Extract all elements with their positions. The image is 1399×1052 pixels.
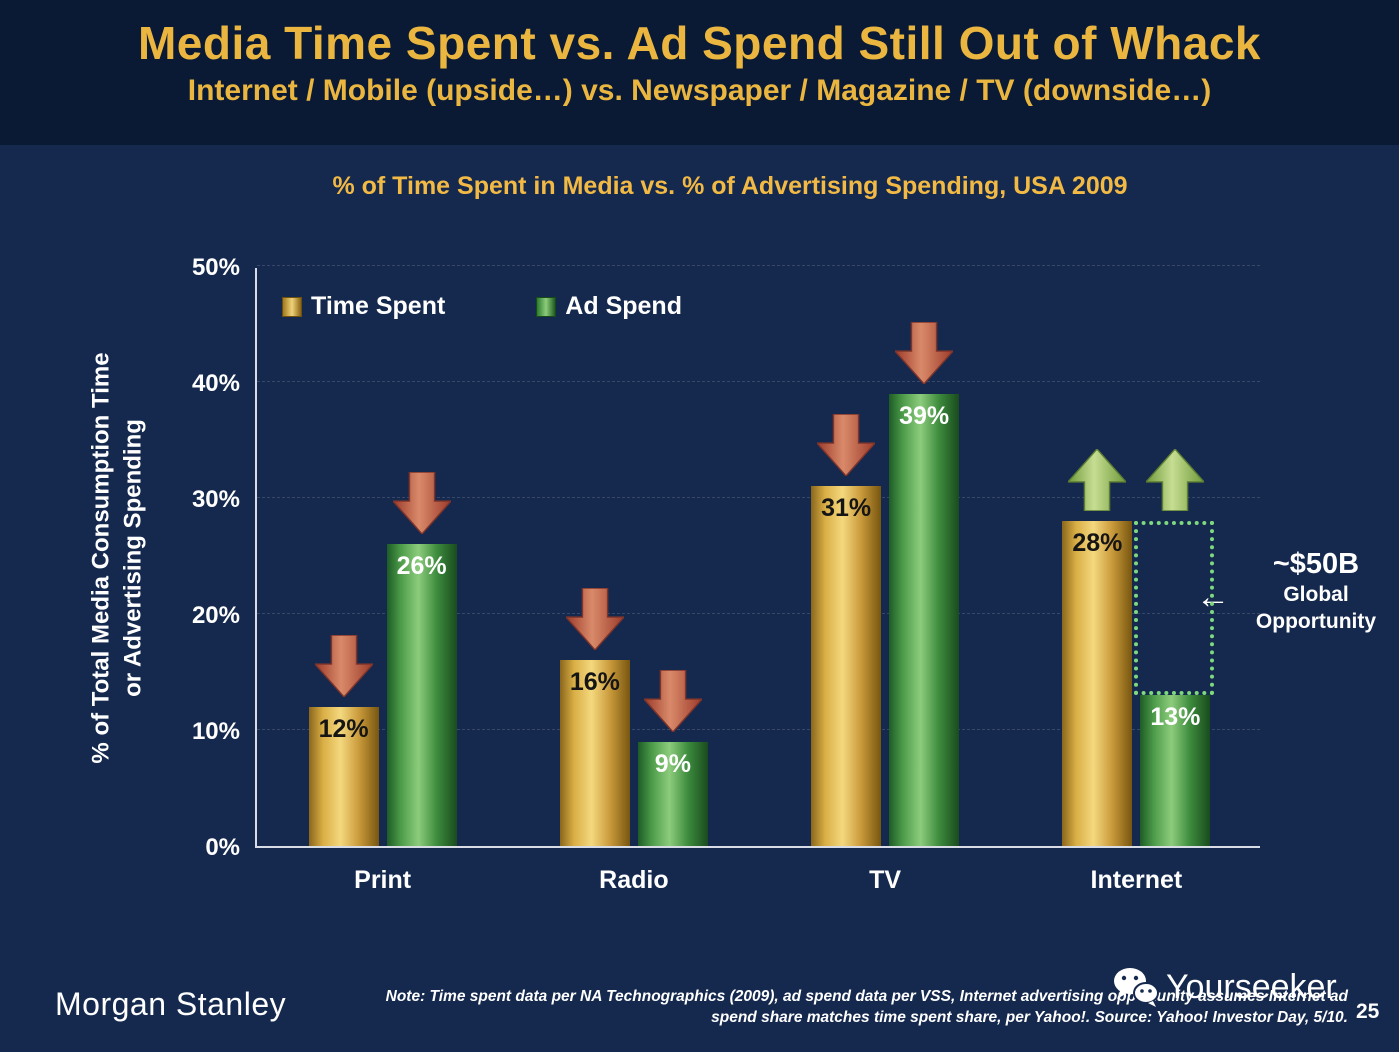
bar-column: 12%: [308, 268, 379, 846]
gridline: [257, 265, 1260, 266]
down-arrow-icon: [313, 634, 375, 698]
legend-item-time-spent: Time Spent: [282, 292, 446, 321]
up-arrow-icon: [1066, 448, 1128, 512]
legend-label-time-spent: Time Spent: [311, 292, 446, 320]
bar-radio-time-spent: 16%: [559, 660, 630, 846]
down-arrow-icon: [642, 668, 704, 733]
opportunity-label-line2: Opportunity: [1255, 610, 1377, 634]
opportunity-value: ~$50B: [1272, 548, 1360, 580]
x-axis-label-tv: TV: [869, 866, 902, 894]
bar-group-tv: 31% 39% TV: [760, 268, 1011, 894]
gridline: [257, 613, 1260, 614]
bar-print-ad-spend: 26%: [386, 544, 457, 846]
y-axis-title: % of Total Media Consumption Time or Adv…: [86, 352, 151, 763]
x-axis-label-print: Print: [354, 866, 412, 894]
legend-label-ad-spend: Ad Spend: [565, 292, 682, 320]
bar-value-label: 16%: [569, 668, 620, 697]
down-arrow-icon: [815, 413, 877, 478]
gridline: [257, 381, 1260, 382]
source-note-line1: Note: Time spent data per NA Technograph…: [385, 988, 1348, 1005]
bar-column: 28%: [1062, 268, 1133, 846]
bar-group-radio: 16% 9% Radio: [508, 268, 759, 894]
bar-value-label: 26%: [396, 552, 447, 581]
slide-header: Media Time Spent vs. Ad Spend Still Out …: [0, 0, 1399, 145]
source-note: Note: Time spent data per NA Technograph…: [300, 986, 1348, 1028]
ad-spend-swatch-icon: [536, 296, 557, 317]
bar-print-time-spent: 12%: [308, 706, 379, 846]
bar-column: 13%: [1140, 268, 1211, 846]
opportunity-annotation: ← ~$50B Global Opportunity: [1196, 548, 1396, 636]
bar-radio-ad-spend: 9%: [637, 741, 708, 846]
y-axis-ticks: 0% 10% 20% 30% 40% 50%: [150, 254, 240, 861]
bar-group-internet: 28% 13% Internet: [1011, 268, 1262, 894]
opportunity-annotation-text: ~$50B Global Opportunity: [1240, 548, 1392, 636]
bar-value-label: 28%: [1072, 529, 1123, 558]
down-arrow-icon: [893, 320, 955, 385]
bar-column: 26%: [386, 268, 457, 846]
bar-column: 31%: [811, 268, 882, 846]
y-axis-title-line1: % of Total Media Consumption Time: [87, 352, 115, 764]
bar-internet-ad-spend: 13%: [1140, 695, 1211, 846]
yourseeker-label: Yourseeker: [1166, 967, 1337, 1006]
down-arrow-icon: [391, 471, 453, 536]
slide-subtitle: Internet / Mobile (upside…) vs. Newspape…: [187, 74, 1212, 107]
legend-item-ad-spend: Ad Spend: [536, 292, 682, 321]
slide-title: Media Time Spent vs. Ad Spend Still Out …: [137, 17, 1262, 69]
down-arrow-icon: [564, 587, 626, 652]
y-tick-label: 40%: [191, 370, 240, 397]
yourseeker-watermark: Yourseeker: [1112, 966, 1337, 1008]
up-arrow-icon: [1144, 448, 1206, 512]
bar-value-label: 31%: [821, 494, 872, 523]
x-axis-label-radio: Radio: [599, 866, 669, 894]
y-tick-label: 20%: [191, 602, 240, 629]
bar-column: 16%: [559, 268, 630, 846]
morgan-stanley-logo: Morgan Stanley: [55, 986, 287, 1022]
source-note-line2: spend share matches time spent share, pe…: [711, 1009, 1348, 1026]
time-spent-swatch-icon: [282, 296, 302, 317]
y-tick-label: 10%: [191, 718, 240, 745]
bar-value-label: 39%: [899, 401, 950, 430]
bar-tv-time-spent: 31%: [811, 486, 882, 846]
y-tick-label: 0%: [205, 834, 240, 861]
bar-value-label: 9%: [654, 749, 691, 778]
wechat-icon: [1114, 968, 1159, 1007]
chart-title: % of Time Spent in Media vs. % of Advert…: [332, 172, 1128, 200]
gridline: [257, 497, 1260, 498]
x-axis-label-internet: Internet: [1090, 866, 1183, 894]
y-tick-label: 30%: [191, 486, 240, 513]
opportunity-gap-box: [1134, 521, 1215, 696]
opportunity-label-line1: Global: [1283, 583, 1349, 606]
y-tick-label: 50%: [191, 254, 240, 281]
page-number: 25: [1356, 1000, 1380, 1023]
plot-area: Time Spent Ad Spend 12% 26% Print 16% 9% Radi…: [255, 265, 1262, 894]
bar-value-label: 13%: [1150, 703, 1201, 732]
bar-value-label: 12%: [318, 714, 369, 743]
bar-group-print: 12% 26% Print: [257, 268, 508, 894]
bar-internet-time-spent: 28%: [1062, 521, 1133, 846]
y-axis-title-line2: or Advertising Spending: [120, 419, 147, 697]
bar-tv-ad-spend: 39%: [889, 393, 960, 846]
bar-column: 39%: [889, 268, 960, 846]
bar-column: 9%: [637, 268, 708, 846]
gridline: [257, 729, 1260, 730]
chart-legend: Time Spent Ad Spend: [282, 292, 682, 321]
